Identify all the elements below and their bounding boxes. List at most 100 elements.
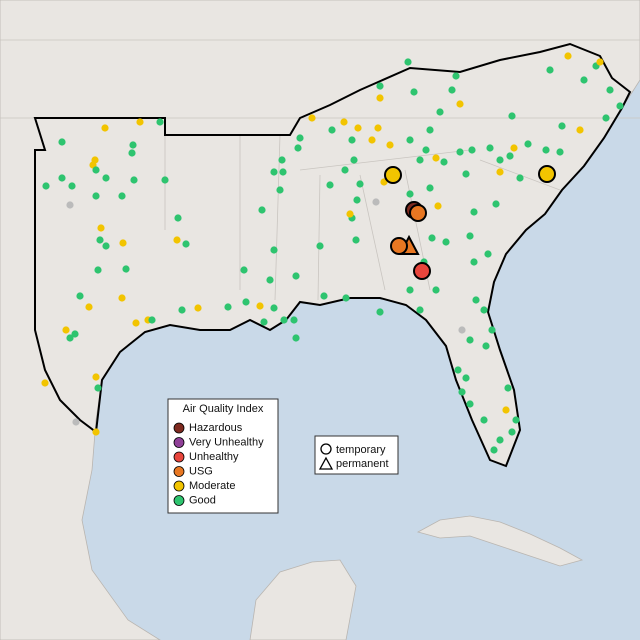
monitor — [368, 136, 376, 144]
monitor — [410, 88, 418, 96]
monitor — [136, 118, 144, 126]
monitor — [576, 126, 584, 134]
legend-label: Unhealthy — [189, 451, 239, 463]
monitor — [492, 200, 500, 208]
monitor — [97, 224, 105, 232]
monitor — [466, 336, 474, 344]
legend-swatch — [173, 495, 185, 506]
yucatan — [249, 559, 357, 640]
monitor — [542, 146, 550, 154]
monitor — [279, 168, 287, 176]
monitor — [462, 374, 470, 382]
monitor-highlight — [538, 165, 556, 183]
legend-title: Air Quality Index — [183, 403, 264, 415]
monitor — [432, 154, 440, 162]
monitor — [94, 384, 102, 392]
monitor — [508, 112, 516, 120]
monitor — [173, 236, 181, 244]
monitor — [58, 174, 66, 182]
monitor — [278, 156, 286, 164]
monitor — [480, 416, 488, 424]
legend-swatch — [173, 437, 185, 448]
monitor — [71, 330, 79, 338]
monitor — [456, 100, 464, 108]
legend-label: USG — [189, 465, 213, 477]
monitor — [440, 158, 448, 166]
monitor — [502, 406, 510, 414]
monitor — [374, 124, 382, 132]
monitor — [448, 86, 456, 94]
cuba — [416, 515, 584, 567]
monitor — [66, 201, 74, 209]
monitor — [372, 198, 380, 206]
monitor — [296, 134, 304, 142]
monitor — [292, 272, 300, 280]
monitor — [242, 298, 250, 306]
monitor — [350, 156, 358, 164]
monitor — [524, 140, 532, 148]
monitor — [406, 190, 414, 198]
legend-swatch — [173, 466, 185, 477]
monitor — [606, 86, 614, 94]
monitor — [422, 146, 430, 154]
circle-symbol — [320, 443, 332, 455]
monitor — [128, 149, 136, 157]
monitor-highlight — [384, 166, 402, 184]
monitor — [92, 192, 100, 200]
monitor — [316, 242, 324, 250]
shape-legend: temporary permanent — [314, 435, 399, 475]
monitor — [472, 296, 480, 304]
monitor — [118, 294, 126, 302]
monitor — [376, 308, 384, 316]
shape-legend-box — [314, 435, 399, 475]
shape-label: permanent — [336, 458, 389, 470]
monitor — [182, 240, 190, 248]
monitor — [119, 239, 127, 247]
monitor — [426, 126, 434, 134]
monitor — [376, 94, 384, 102]
monitor-highlight — [390, 237, 408, 255]
monitor — [596, 58, 604, 66]
monitors — [41, 52, 624, 454]
shape-label: temporary — [336, 444, 386, 456]
monitor — [92, 428, 100, 436]
legend-swatch — [173, 480, 185, 492]
monitor — [156, 118, 164, 126]
monitor — [266, 276, 274, 284]
monitor — [348, 136, 356, 144]
monitor — [92, 166, 100, 174]
monitor — [496, 156, 504, 164]
legend-label: Good — [189, 494, 216, 506]
monitor — [496, 436, 504, 444]
monitor — [404, 58, 412, 66]
monitor — [174, 214, 182, 222]
monitor — [470, 258, 478, 266]
monitor — [41, 379, 49, 387]
monitor — [376, 82, 384, 90]
legend-label: Hazardous — [189, 422, 243, 434]
monitor — [92, 373, 100, 381]
monitor — [353, 196, 361, 204]
monitor — [276, 186, 284, 194]
monitor — [354, 124, 362, 132]
monitor — [352, 236, 360, 244]
monitor — [68, 182, 76, 190]
monitor — [294, 144, 302, 152]
monitor — [432, 286, 440, 294]
monitor — [340, 118, 348, 126]
monitor-highlight — [413, 262, 431, 280]
monitor — [546, 66, 554, 74]
monitor — [260, 318, 268, 326]
monitor — [616, 102, 624, 110]
monitor — [416, 156, 424, 164]
monitor — [482, 342, 490, 350]
monitor — [96, 236, 104, 244]
monitor — [129, 141, 137, 149]
monitor-highlight — [409, 204, 427, 222]
monitor — [508, 428, 516, 436]
monitor — [504, 384, 512, 392]
monitor — [556, 148, 564, 156]
monitor — [406, 286, 414, 294]
monitor — [292, 334, 300, 342]
